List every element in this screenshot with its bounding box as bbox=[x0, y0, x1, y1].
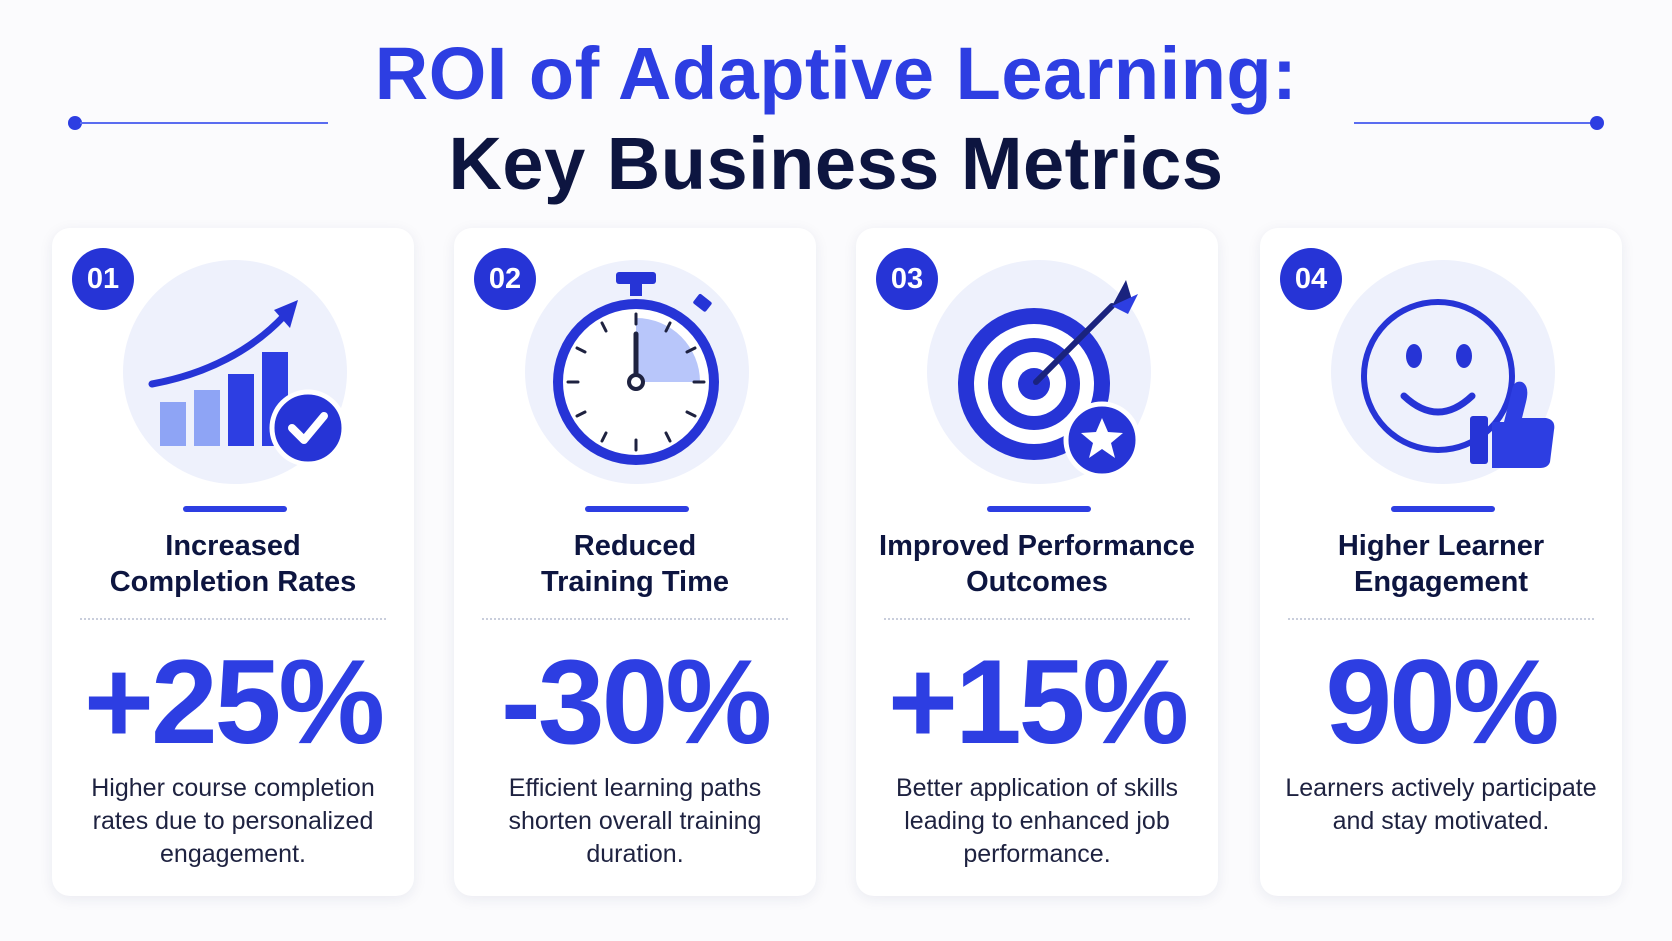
smiley-thumbs-up-icon bbox=[1361, 299, 1555, 468]
metric-value: 90% bbox=[1325, 635, 1559, 769]
stopwatch-icon bbox=[553, 272, 719, 465]
card-number-badge: 03 bbox=[876, 248, 938, 310]
card-title: Higher Learner Engagement bbox=[1337, 530, 1545, 598]
page-title: ROI of Adaptive Learning: bbox=[374, 32, 1298, 115]
card-title: Reduced Training Time bbox=[540, 530, 729, 598]
dotted-divider bbox=[1288, 618, 1594, 620]
target-star-icon bbox=[958, 280, 1141, 479]
metric-card-engagement: 04 Higher Learner Engagement 90% Learner… bbox=[1260, 228, 1622, 896]
dotted-divider bbox=[80, 618, 386, 620]
left-decorative-dot bbox=[68, 116, 82, 130]
metric-description: Higher course completion rates due to pe… bbox=[91, 774, 375, 868]
card-number-badge: 04 bbox=[1280, 248, 1342, 310]
metric-card-performance: 03 Improved Performance Outcomes +15% Be… bbox=[856, 228, 1218, 896]
metric-value: +15% bbox=[887, 635, 1189, 769]
accent-bar bbox=[585, 506, 689, 512]
metric-description: Efficient learning paths shorten overall… bbox=[508, 774, 762, 868]
page-subtitle: Key Business Metrics bbox=[448, 122, 1224, 205]
accent-bar bbox=[987, 506, 1091, 512]
dotted-divider bbox=[482, 618, 788, 620]
metric-description: Learners actively participate and stay m… bbox=[1285, 774, 1597, 835]
metric-value: +25% bbox=[83, 635, 385, 769]
metric-description: Better application of skills leading to … bbox=[895, 774, 1179, 868]
card-title: Improved Performance Outcomes bbox=[879, 530, 1195, 598]
metric-card-training-time: 02 Reduced Training Time -30% Efficien bbox=[454, 228, 816, 896]
accent-bar bbox=[1391, 506, 1495, 512]
bar-chart-check-icon bbox=[148, 300, 347, 467]
card-number-badge: 02 bbox=[474, 248, 536, 310]
card-title: Increased Completion Rates bbox=[109, 530, 357, 598]
accent-bar bbox=[183, 506, 287, 512]
dotted-divider bbox=[884, 618, 1190, 620]
metric-card-completion: 01 Increased Completion Rates +25% Highe… bbox=[52, 228, 414, 896]
card-number-badge: 01 bbox=[72, 248, 134, 310]
metric-value: -30% bbox=[500, 635, 772, 769]
right-decorative-dot bbox=[1590, 116, 1604, 130]
header: ROI of Adaptive Learning: Key Business M… bbox=[0, 0, 1672, 220]
right-decorative-line bbox=[1354, 122, 1594, 124]
left-decorative-line bbox=[80, 122, 328, 124]
